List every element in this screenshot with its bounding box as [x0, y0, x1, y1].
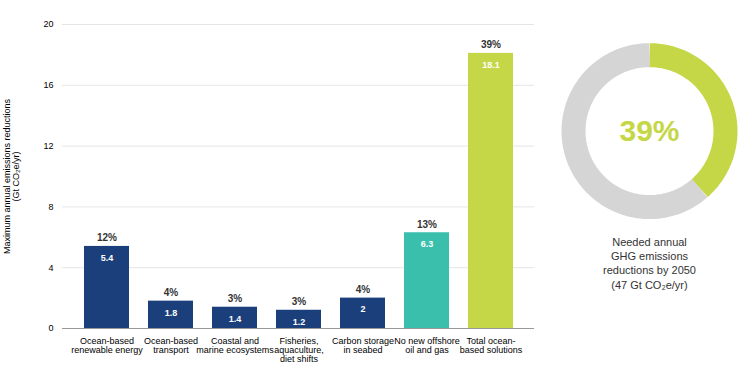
svg-text:1.4: 1.4: [229, 314, 242, 324]
svg-text:39%: 39%: [481, 39, 501, 50]
svg-text:3%: 3%: [292, 296, 307, 307]
svg-text:5.4: 5.4: [101, 253, 114, 263]
svg-text:20: 20: [43, 19, 53, 29]
svg-text:Needed annualGHG emissionsredu: Needed annualGHG emissionsreductions by …: [603, 236, 696, 291]
svg-text:16: 16: [43, 80, 53, 90]
svg-text:1.2: 1.2: [293, 317, 306, 327]
svg-text:Fisheries,aquaculture,diet shi: Fisheries,aquaculture,diet shifts: [274, 336, 324, 364]
svg-text:0: 0: [48, 323, 53, 333]
svg-text:18.1: 18.1: [482, 60, 500, 70]
svg-text:3%: 3%: [228, 293, 243, 304]
svg-text:Maximum annual emissions reduc: Maximum annual emissions reductions(Gt C…: [2, 98, 21, 254]
svg-text:4: 4: [48, 263, 53, 273]
svg-text:4%: 4%: [356, 284, 371, 295]
svg-text:No new offshoreoil and gas: No new offshoreoil and gas: [394, 336, 459, 355]
svg-text:39%: 39%: [619, 114, 679, 147]
svg-text:1.8: 1.8: [165, 308, 178, 318]
svg-text:6.3: 6.3: [421, 239, 434, 249]
svg-text:12: 12: [43, 141, 53, 151]
svg-text:12%: 12%: [97, 232, 117, 243]
svg-text:8: 8: [48, 202, 53, 212]
svg-text:2: 2: [360, 304, 365, 314]
svg-text:Coastal andmarine ecosystems: Coastal andmarine ecosystems: [196, 336, 274, 355]
svg-text:Total ocean-based solutions: Total ocean-based solutions: [460, 336, 523, 355]
svg-text:Carbon storagein seabed: Carbon storagein seabed: [332, 336, 394, 355]
svg-text:Ocean-basedrenewable energy: Ocean-basedrenewable energy: [71, 336, 143, 355]
svg-text:Ocean-basedtransport: Ocean-basedtransport: [144, 336, 198, 355]
svg-text:4%: 4%: [164, 287, 179, 298]
svg-text:13%: 13%: [417, 219, 437, 230]
